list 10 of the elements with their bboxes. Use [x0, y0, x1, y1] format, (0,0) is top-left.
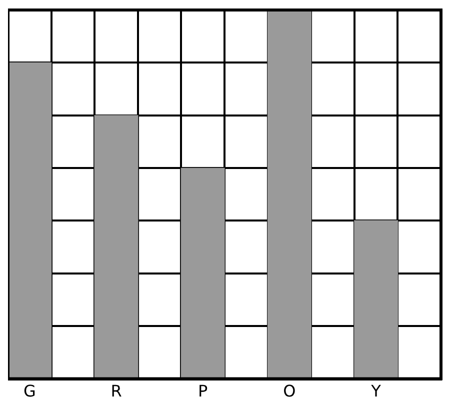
x-tick-label: P — [198, 382, 208, 401]
x-tick-label: R — [110, 382, 122, 401]
x-tick-label: Y — [370, 382, 382, 401]
x-tick-label: G — [23, 382, 36, 401]
bar — [354, 220, 398, 378]
bar — [8, 62, 52, 378]
x-tick-label: O — [283, 382, 296, 401]
bar — [94, 115, 138, 378]
bar — [267, 10, 312, 378]
bar — [180, 168, 225, 378]
